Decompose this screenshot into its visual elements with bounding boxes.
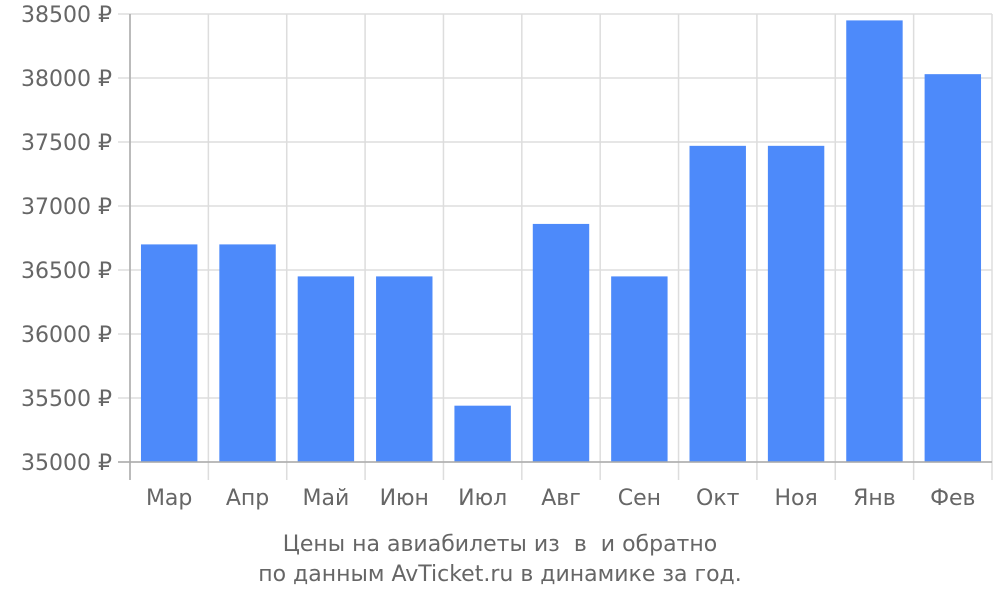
x-tick-label: Авг — [541, 486, 581, 511]
x-tick-label: Окт — [696, 486, 740, 511]
bar-11 — [924, 74, 982, 462]
bar-3 — [297, 276, 355, 462]
y-tick-label: 36500 ₽ — [21, 259, 112, 284]
y-tick-label: 38500 ₽ — [21, 3, 112, 28]
y-tick-label: 35000 ₽ — [21, 451, 112, 476]
x-tick-label: Ноя — [774, 486, 817, 511]
y-tick-label: 36000 ₽ — [21, 323, 112, 348]
bar-7 — [611, 276, 668, 462]
bars — [140, 20, 982, 463]
bar-2 — [219, 244, 276, 462]
y-tick-label: 37500 ₽ — [21, 131, 112, 156]
bar-10 — [846, 20, 903, 463]
x-axis-tick-labels: Мар Апр Май Июн Июл Авг Сен Окт Ноя Янв Фев — [146, 486, 976, 511]
chart-caption-line-1: Цены на авиабилеты из в и обратно — [282, 532, 718, 557]
bar-1 — [140, 244, 198, 462]
x-tick-label: Сен — [618, 486, 661, 511]
y-tick-label: 35500 ₽ — [21, 387, 112, 412]
bar-8 — [689, 145, 746, 462]
grid-lines — [118, 13, 993, 480]
bar-6 — [532, 223, 590, 462]
x-tick-label: Июн — [380, 486, 429, 511]
bar-5 — [454, 405, 511, 462]
x-tick-label: Фев — [930, 486, 975, 511]
x-tick-label: Июл — [458, 486, 507, 511]
x-tick-label: Мар — [146, 486, 192, 511]
x-tick-label: Май — [303, 486, 350, 511]
chart-caption-line-2: по данным AvTicket.ru в динамике за год. — [258, 562, 742, 587]
y-tick-label: 37000 ₽ — [21, 195, 112, 220]
bar-4 — [376, 276, 433, 462]
x-tick-label: Апр — [226, 486, 269, 511]
y-axis-tick-labels: 35000 ₽ 35500 ₽ 36000 ₽ 36500 ₽ 37000 ₽ 37500… — [21, 3, 112, 476]
bar-9 — [767, 145, 825, 462]
y-tick-label: 38000 ₽ — [21, 67, 112, 92]
x-tick-label: Янв — [853, 486, 896, 511]
axes — [118, 14, 992, 480]
